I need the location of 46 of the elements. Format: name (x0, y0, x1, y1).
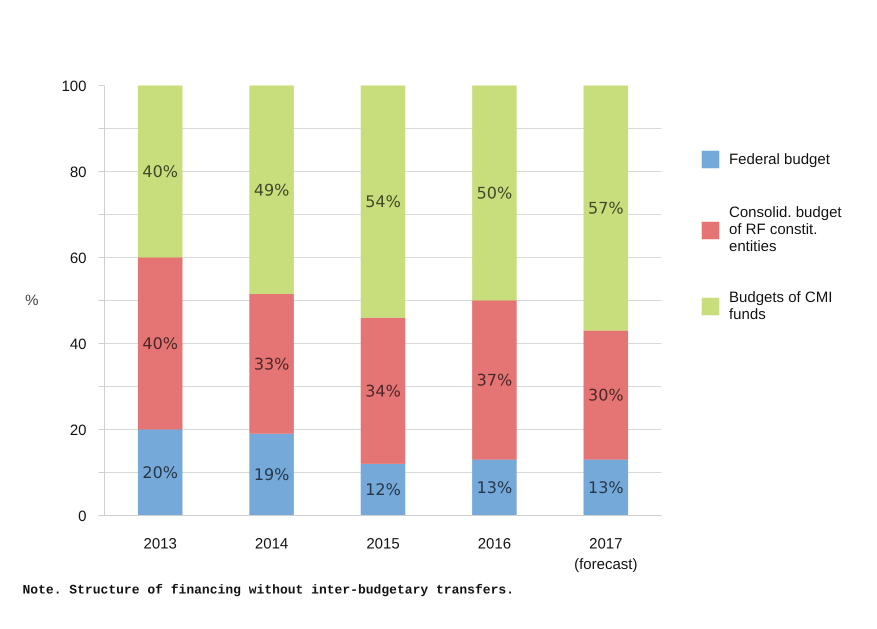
data-label: 37% (476, 370, 512, 390)
bar (472, 300, 517, 460)
x-tick-label: 2017 (forecast) (574, 536, 638, 573)
bar (584, 86, 628, 331)
x-tick-label: 2014 (254, 536, 288, 552)
data-label: 13% (588, 478, 624, 498)
x-tick-label: 2016 (478, 536, 512, 552)
y-tick-label: 60 (70, 250, 87, 267)
text: Note. Structure of financing without inter-budgetary transfers. (22, 582, 514, 598)
bar (138, 258, 182, 430)
x-tick-label: 2015 (366, 536, 400, 552)
y-tick-label: 20 (70, 422, 87, 439)
bar (249, 434, 294, 516)
bar (472, 86, 517, 300)
y-tick-label: 40 (70, 336, 87, 353)
data-label: 19% (254, 465, 290, 484)
bar (249, 86, 294, 294)
legend-label: Budgets of CMI funds (729, 289, 832, 323)
legend-label: Federal budget (729, 150, 830, 168)
bar (360, 318, 406, 464)
data-label: 49% (254, 180, 290, 200)
y-tick-label: 80 (70, 164, 87, 181)
data-label: 40% (142, 334, 178, 353)
data-label: 34% (365, 381, 401, 400)
bar (138, 86, 182, 258)
y-tick-label: 100 (61, 78, 87, 95)
bar (138, 430, 182, 516)
data-label: 20% (142, 463, 178, 482)
data-label: 54% (365, 192, 401, 212)
data-label: 12% (365, 480, 401, 500)
data-label: 40% (142, 162, 178, 181)
data-label: 57% (588, 198, 624, 218)
data-label: 13% (476, 478, 512, 498)
data-label: 30% (588, 386, 624, 405)
bar (360, 86, 406, 318)
data-label: 50% (476, 184, 512, 202)
bar (584, 460, 628, 516)
bar (249, 294, 294, 434)
bar (360, 464, 406, 516)
legend-label: Consolid. budget of RF constit. entities (729, 204, 842, 255)
x-tick-label: 2013 (144, 536, 177, 552)
bar (584, 330, 628, 460)
y-axis-title: % (25, 292, 38, 309)
bar (472, 460, 517, 516)
data-label: 33% (254, 354, 290, 374)
y-tick-label: 0 (78, 508, 86, 525)
